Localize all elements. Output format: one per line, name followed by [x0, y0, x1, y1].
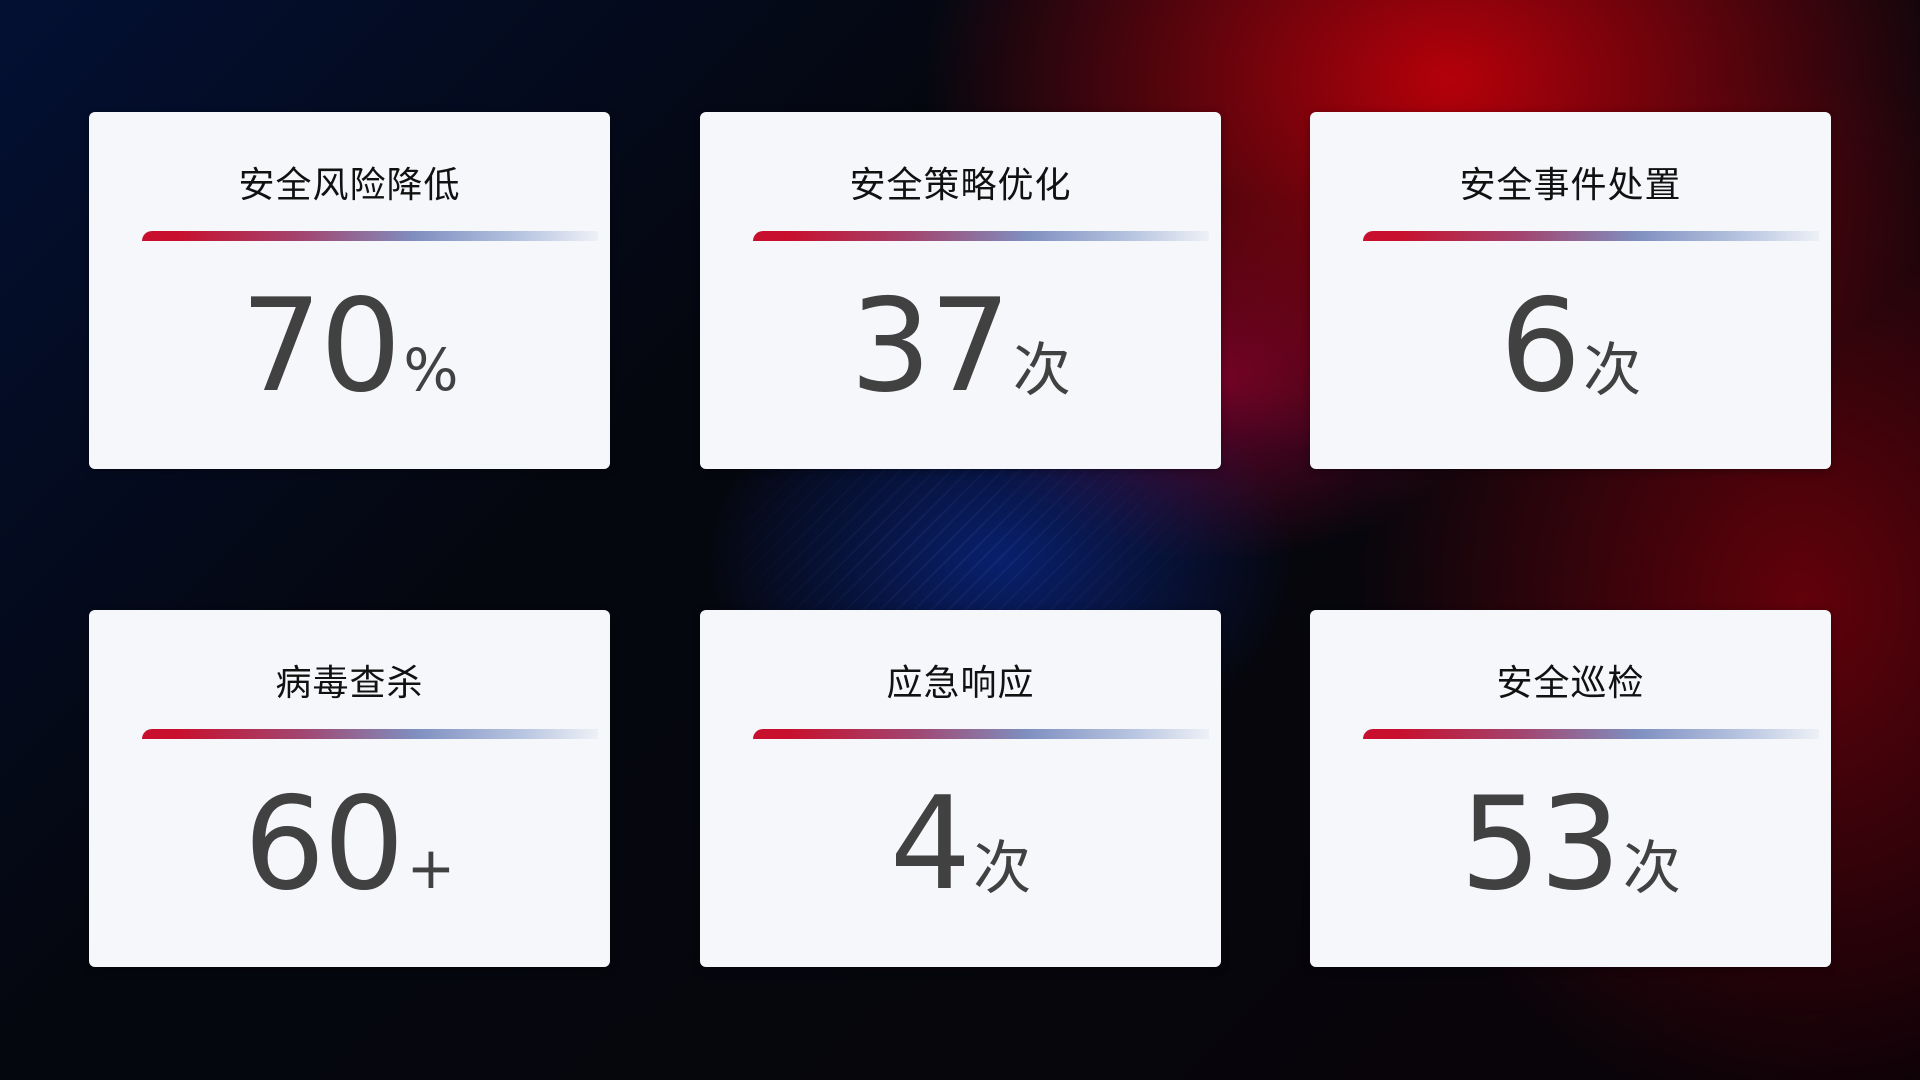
stat-card-policy-optimization: 安全策略优化 37次: [700, 112, 1221, 469]
card-value: 37次: [700, 272, 1221, 421]
card-title: 安全策略优化: [849, 165, 1072, 206]
value-unit: 次: [1012, 336, 1071, 404]
value-unit: %: [403, 336, 459, 404]
value-number: 6: [1499, 272, 1581, 421]
value-number: 60: [243, 770, 405, 919]
card-title: 安全巡检: [1496, 663, 1645, 704]
card-value: 4次: [700, 770, 1221, 919]
gradient-divider: [753, 729, 1209, 739]
card-title: 应急响应: [886, 663, 1035, 704]
stat-card-emergency-response: 应急响应 4次: [700, 610, 1221, 967]
card-value: 70%: [89, 272, 610, 421]
card-title: 安全事件处置: [1459, 165, 1682, 206]
value-unit: 次: [973, 834, 1032, 902]
stat-card-virus-removal: 病毒查杀 60+: [89, 610, 610, 967]
card-value: 53次: [1310, 770, 1831, 919]
stat-card-incident-handling: 安全事件处置 6次: [1310, 112, 1831, 469]
stat-card-risk-reduction: 安全风险降低 70%: [89, 112, 610, 469]
card-value: 6次: [1310, 272, 1831, 421]
value-unit: +: [406, 834, 456, 902]
value-number: 4: [889, 770, 971, 919]
stat-card-security-inspection: 安全巡检 53次: [1310, 610, 1831, 967]
gradient-divider: [1363, 231, 1819, 241]
card-title: 病毒查杀: [275, 663, 424, 704]
card-value: 60+: [89, 770, 610, 919]
gradient-divider: [1363, 729, 1819, 739]
value-number: 37: [850, 272, 1011, 421]
gradient-divider: [753, 231, 1209, 241]
value-number: 70: [240, 272, 402, 421]
gradient-divider: [142, 729, 598, 739]
card-title: 安全风险降低: [238, 165, 461, 206]
value-number: 53: [1460, 770, 1621, 919]
value-unit: 次: [1622, 834, 1681, 902]
value-unit: 次: [1583, 336, 1642, 404]
gradient-divider: [142, 231, 598, 241]
